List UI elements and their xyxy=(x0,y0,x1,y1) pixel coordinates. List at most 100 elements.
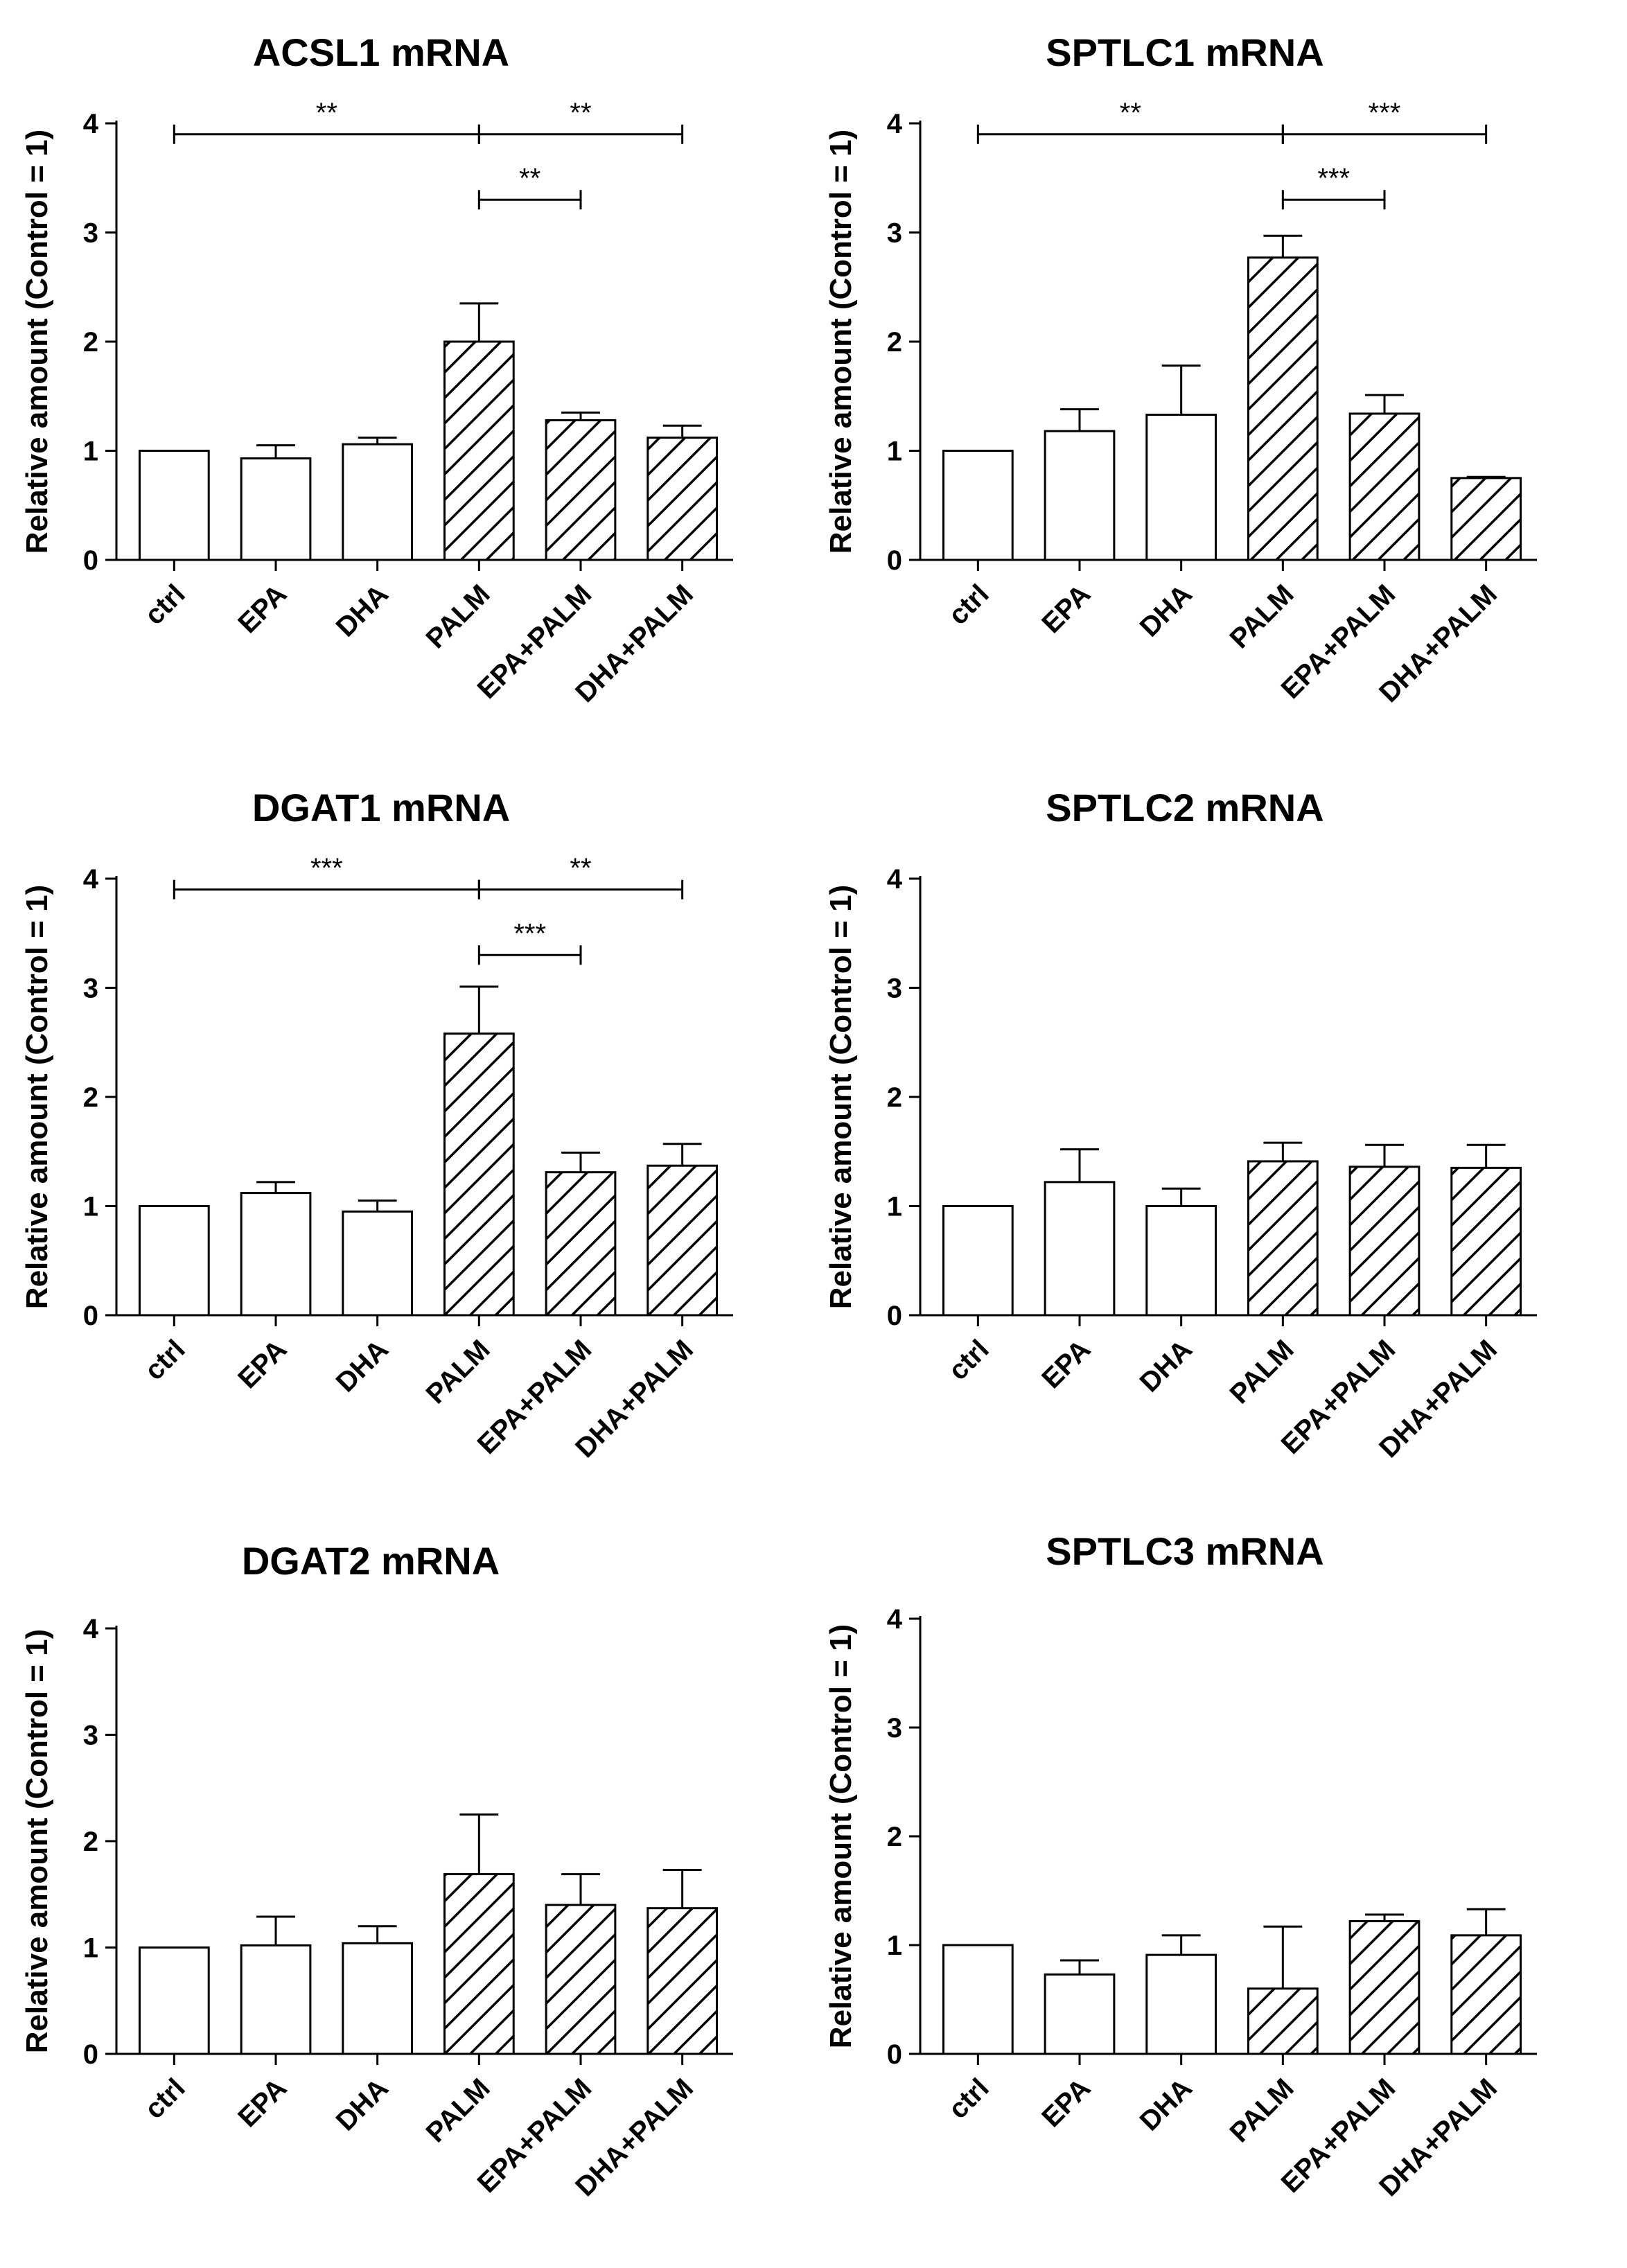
bar-dha xyxy=(342,1210,414,1317)
bar-palm xyxy=(1247,256,1319,561)
bar-palm xyxy=(443,340,515,561)
y-tick-label: 4 xyxy=(887,1604,903,1635)
chart-title: SPTLC2 mRNA xyxy=(1046,786,1323,829)
y-tick-label: 4 xyxy=(887,109,903,139)
chart-panel-3: DGAT1 mRNA Relative amount (Control = 1) 0… xyxy=(20,786,733,1463)
significance-label: ** xyxy=(570,98,591,128)
chart-panel-5: DGAT2 mRNA Relative amount (Control = 1) 0… xyxy=(20,1539,733,2202)
significance-label: ** xyxy=(1120,98,1141,128)
bar-palm xyxy=(1247,1987,1319,2055)
y-tick-label: 2 xyxy=(887,1822,902,1852)
y-axis-label: Relative amount (Control = 1) xyxy=(20,130,54,554)
y-tick-label: 0 xyxy=(887,2039,902,2070)
x-tick-label: EPA xyxy=(1036,579,1096,639)
x-tick-label: PALM xyxy=(1224,2073,1300,2148)
y-tick-label: 3 xyxy=(887,218,902,249)
x-tick-label: EPA xyxy=(1036,1334,1096,1394)
y-tick-label: 3 xyxy=(887,1713,902,1743)
x-tick-label: ctrl xyxy=(139,1334,191,1386)
x-tick-label: EPA xyxy=(232,2073,292,2133)
significance-label: ** xyxy=(316,98,337,128)
chart-title: DGAT2 mRNA xyxy=(242,1539,500,1583)
bar-epa-plus-palm xyxy=(545,1904,617,2055)
y-tick-label: 4 xyxy=(83,1614,99,1644)
y-tick-label: 0 xyxy=(83,1301,98,1331)
x-tick-label: DHA xyxy=(331,579,394,642)
bar-dha xyxy=(1145,1205,1217,1317)
x-tick-label: PALM xyxy=(421,2073,496,2148)
significance-label: *** xyxy=(1317,163,1350,193)
x-tick-label: PALM xyxy=(1224,1334,1300,1409)
y-tick-label: 3 xyxy=(83,218,98,249)
x-tick-label: PALM xyxy=(421,579,496,654)
bar-dha xyxy=(1145,414,1217,561)
bar-ctrl xyxy=(138,450,210,561)
x-tick-label: EPA xyxy=(232,1334,292,1394)
bar-ctrl xyxy=(138,1205,210,1317)
chart-title: DGAT1 mRNA xyxy=(252,786,510,829)
x-tick-label: DHA xyxy=(1134,1334,1198,1398)
y-tick-label: 1 xyxy=(83,437,98,467)
bar-epa xyxy=(1044,1973,1116,2055)
chart-panel-1: ACSL1 mRNA Relative amount (Control = 1) 0… xyxy=(20,30,733,708)
bar-palm xyxy=(443,1873,515,2055)
chart-panel-6: SPTLC3 mRNA Relative amount (Control = 1)… xyxy=(824,1529,1537,2202)
y-tick-label: 0 xyxy=(887,545,902,576)
bar-epa xyxy=(240,1192,312,1317)
bar-dha-plus-palm xyxy=(1450,477,1522,561)
x-tick-label: ctrl xyxy=(943,579,995,631)
significance-label: *** xyxy=(513,918,546,949)
chart-panel-2: SPTLC1 mRNA Relative amount (Control = 1)… xyxy=(824,30,1537,708)
x-tick-label: DHA xyxy=(331,2073,394,2136)
bar-epa xyxy=(1044,1181,1116,1317)
y-tick-label: 1 xyxy=(887,1931,902,1961)
chart-title: ACSL1 mRNA xyxy=(253,30,509,74)
y-tick-label: 1 xyxy=(887,1192,902,1222)
y-tick-label: 0 xyxy=(83,545,98,576)
bar-ctrl xyxy=(942,450,1014,561)
bar-palm xyxy=(1247,1160,1319,1317)
bar-dha-plus-palm xyxy=(1450,1934,1522,2055)
y-tick-label: 0 xyxy=(887,1301,902,1331)
significance-label: *** xyxy=(310,853,343,884)
bar-epa xyxy=(240,457,312,561)
y-tick-label: 3 xyxy=(83,1721,98,1751)
y-tick-label: 2 xyxy=(887,1082,902,1113)
x-tick-label: EPA xyxy=(232,579,292,639)
bar-epa-plus-palm xyxy=(1348,1919,1421,2055)
bar-dha-plus-palm xyxy=(647,1164,719,1317)
x-tick-label: PALM xyxy=(421,1334,496,1409)
y-axis-label: Relative amount (Control = 1) xyxy=(824,130,858,554)
bar-epa-plus-palm xyxy=(545,1171,617,1317)
y-tick-label: 4 xyxy=(887,864,903,895)
bar-palm xyxy=(443,1032,515,1317)
x-tick-label: PALM xyxy=(1224,579,1300,654)
y-tick-label: 3 xyxy=(887,974,902,1004)
bar-epa xyxy=(240,1944,312,2055)
y-tick-label: 4 xyxy=(83,109,99,139)
x-tick-label: DHA xyxy=(331,1334,394,1398)
y-tick-label: 1 xyxy=(83,1192,98,1222)
significance-label: ** xyxy=(519,163,540,193)
bar-epa-plus-palm xyxy=(1348,412,1421,561)
y-axis-label: Relative amount (Control = 1) xyxy=(20,885,54,1309)
bar-epa xyxy=(1044,430,1116,561)
bar-dha-plus-palm xyxy=(647,437,719,561)
bar-dha-plus-palm xyxy=(1450,1166,1522,1317)
y-tick-label: 1 xyxy=(887,437,902,467)
chart-title: SPTLC3 mRNA xyxy=(1046,1529,1323,1573)
bar-dha xyxy=(1145,1953,1217,2055)
y-tick-label: 2 xyxy=(83,1827,98,1857)
bar-epa-plus-palm xyxy=(545,419,617,561)
bar-ctrl xyxy=(138,1946,210,2055)
x-tick-label: DHA xyxy=(1134,2073,1198,2136)
x-tick-label: DHA xyxy=(1134,579,1198,642)
x-tick-label: ctrl xyxy=(943,2073,995,2125)
y-tick-label: 3 xyxy=(83,974,98,1004)
bar-ctrl xyxy=(942,1944,1014,2055)
y-tick-label: 2 xyxy=(83,1082,98,1113)
y-tick-label: 0 xyxy=(83,2039,98,2070)
x-tick-label: EPA xyxy=(1036,2073,1096,2133)
